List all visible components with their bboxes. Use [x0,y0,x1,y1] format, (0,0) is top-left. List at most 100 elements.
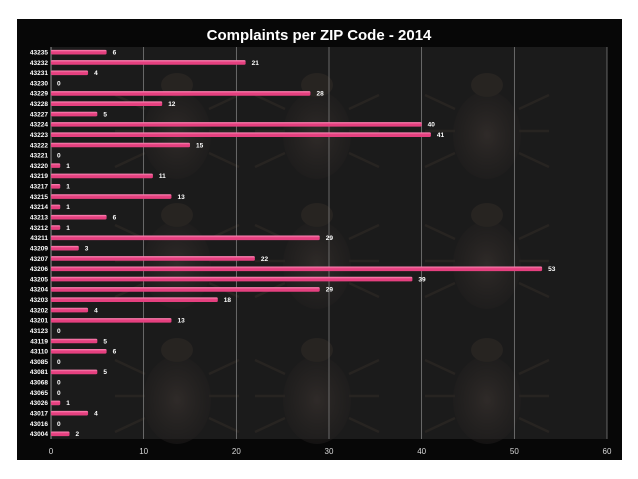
data-label: 40 [428,122,436,129]
y-tick-label: 43201 [30,318,48,325]
bar-43004 [51,431,70,437]
data-label: 28 [316,91,324,98]
y-tick-label: 43081 [30,369,48,376]
data-label: 1 [66,184,70,191]
y-tick-label: 43209 [30,245,48,252]
data-labels: 6214028125404115011111316129322533929184… [57,49,556,438]
y-tick-label: 43224 [30,122,48,129]
x-tick-label: 10 [139,447,148,456]
y-tick-label: 43016 [30,421,48,428]
y-tick-label: 43229 [30,91,48,98]
x-tick-label: 50 [510,447,519,456]
data-label: 1 [66,225,70,232]
bar-43212 [51,225,61,230]
bar-43213 [51,214,107,220]
y-tick-label: 43085 [30,359,48,366]
bedbug-shape [254,203,380,309]
y-tick-label: 43221 [30,153,48,160]
bar-43231 [51,70,89,76]
y-tick-label: 43230 [30,80,48,87]
y-tick-label: 43222 [30,142,48,149]
y-tick-label: 43214 [30,204,48,211]
y-tick-label: 43219 [30,173,48,180]
y-tick-label: 43212 [30,225,48,232]
bar-43227 [51,111,98,117]
data-label: 12 [168,101,176,108]
data-label: 11 [159,173,166,180]
bar-43224 [51,122,422,127]
y-tick-label: 43206 [30,266,48,273]
bar-43202 [51,307,89,313]
bar-43209 [51,245,79,251]
data-label: 29 [326,235,334,242]
x-tick-label: 20 [232,447,241,456]
data-label: 41 [437,132,445,139]
data-label: 13 [177,194,185,201]
bar-43205 [51,276,413,282]
bar-43220 [51,163,61,168]
data-label: 0 [57,328,61,335]
y-tick-label: 43211 [30,235,48,242]
bar-43229 [51,91,311,96]
data-label: 29 [326,287,334,294]
data-label: 5 [103,338,107,345]
data-label: 15 [196,142,204,149]
gridlines [50,47,608,439]
y-tick-label: 43232 [30,60,48,67]
y-tick-label: 43235 [30,49,48,56]
data-label: 4 [94,307,98,314]
data-label: 39 [418,276,426,283]
bar-43217 [51,183,61,189]
y-tick-label: 43119 [30,338,48,345]
data-label: 0 [57,421,61,428]
bar-43110 [51,349,107,354]
data-label: 22 [261,256,269,263]
bar-43203 [51,297,218,303]
data-label: 0 [57,80,61,87]
data-label: 0 [57,390,61,397]
bedbug-shape [424,338,550,444]
chart-title: Complaints per ZIP Code - 2014 [207,27,432,44]
bar-43211 [51,235,320,241]
x-tick-label: 60 [603,447,612,456]
data-label: 6 [113,49,117,56]
bedbug-shape [424,203,550,309]
data-label: 18 [224,297,232,304]
data-label: 21 [252,60,260,67]
y-tick-label: 43202 [30,307,48,314]
y-tick-label: 43123 [30,328,48,335]
y-tick-label: 43217 [30,184,48,191]
data-label: 53 [548,266,556,273]
bedbug-shape [254,338,380,444]
bar-43017 [51,410,89,416]
data-label: 4 [94,70,98,77]
y-tick-label: 43017 [30,411,48,418]
y-tick-label: 43215 [30,194,48,201]
data-label: 3 [85,245,89,252]
y-tick-label: 43026 [30,400,48,407]
y-tick-label: 43203 [30,297,48,304]
bar-43026 [51,400,61,406]
y-tick-label: 43004 [30,431,48,438]
data-label: 5 [103,369,107,376]
y-tick-label: 43213 [30,215,48,222]
bar-43207 [51,256,255,261]
y-tick-label: 43068 [30,380,48,387]
bar-43222 [51,142,190,148]
x-tick-labels: 0 10 20 30 40 50 60 [49,447,612,456]
data-label: 0 [57,380,61,387]
y-tick-label: 43110 [30,349,48,356]
bar-43206 [51,266,543,272]
bar-43119 [51,338,98,344]
data-label: 13 [177,318,185,325]
data-label: 4 [94,411,98,418]
data-label: 6 [113,349,117,356]
bar-43214 [51,204,61,210]
y-tick-label: 43231 [30,70,48,77]
bar-43215 [51,194,172,199]
y-tick-label: 43204 [30,287,48,294]
y-tick-labels: 43235 43232 43231 43230 43229 43228 43227 43224… [30,49,48,438]
data-label: 5 [103,111,107,118]
bedbug-shape [424,73,550,179]
y-tick-label: 43207 [30,256,48,263]
